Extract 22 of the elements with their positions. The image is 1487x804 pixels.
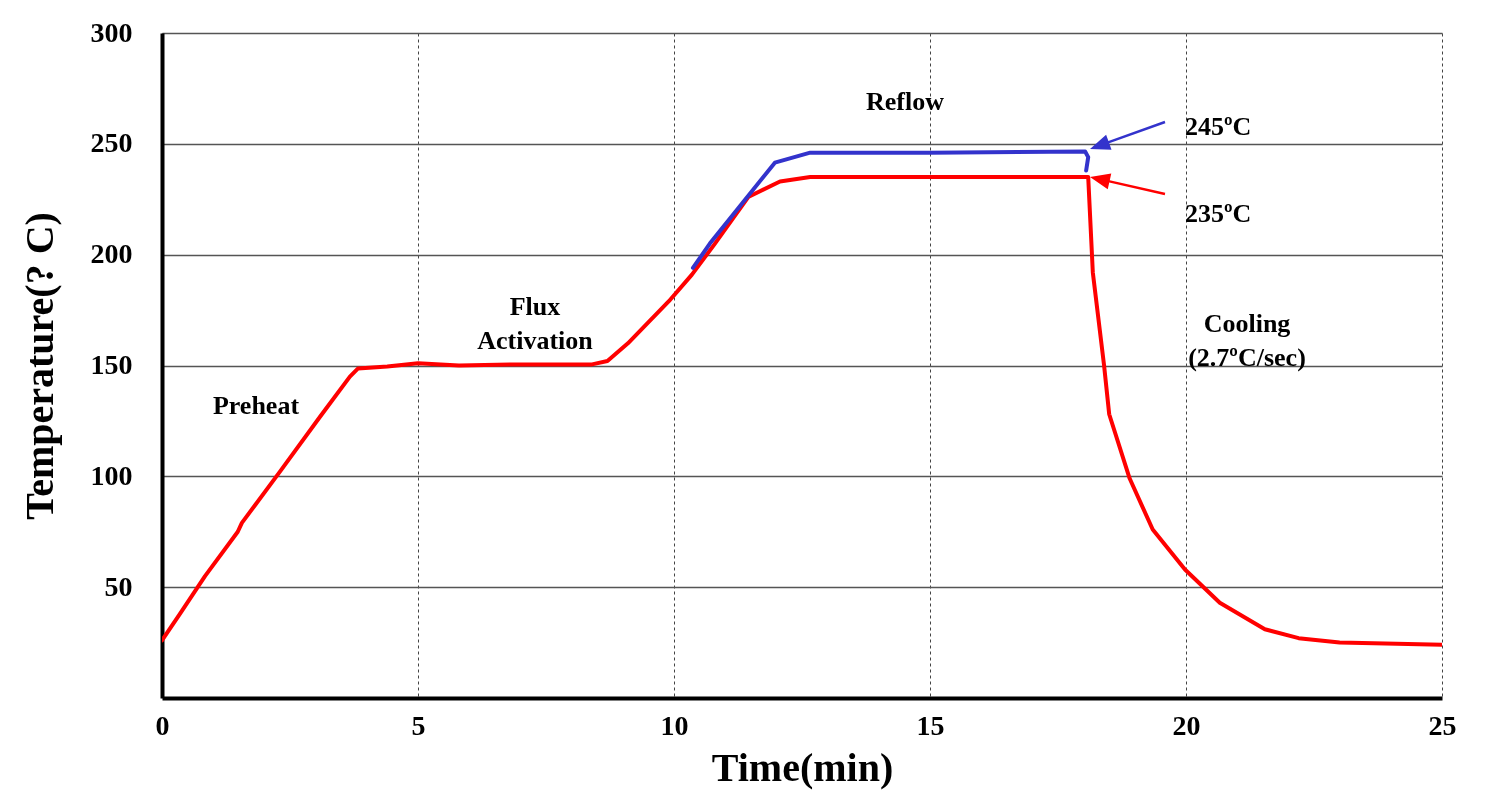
x-tick-label: 5 [411,709,426,741]
line-series [162,175,1442,647]
y-tick-label: 50 [104,570,133,602]
annotation: Reflow [866,87,945,116]
y-axis-title: Temperature(? C) [16,212,62,520]
x-tick-label: 20 [1172,709,1201,741]
annotation: Preheat [212,391,300,420]
annotation: 245ºC [1185,112,1252,141]
x-tick-label: 25 [1428,709,1457,741]
x-tick-label: 10 [660,709,689,741]
annotation: 235ºC [1185,199,1252,228]
y-tick-label: 300 [90,16,133,48]
x-tick-label: 0 [155,709,170,741]
y-tick-label: 100 [90,459,133,491]
y-tick-label: 200 [90,238,133,270]
y-tick-label: 250 [90,127,133,159]
x-axis-title: Time(min) [711,744,894,790]
line-series [690,149,1091,270]
annotation: Cooling (2.7ºC/sec) [1188,309,1306,372]
annotation: Flux Activation [477,292,594,355]
x-tick-label: 15 [916,709,945,741]
y-tick-label: 150 [90,349,133,380]
